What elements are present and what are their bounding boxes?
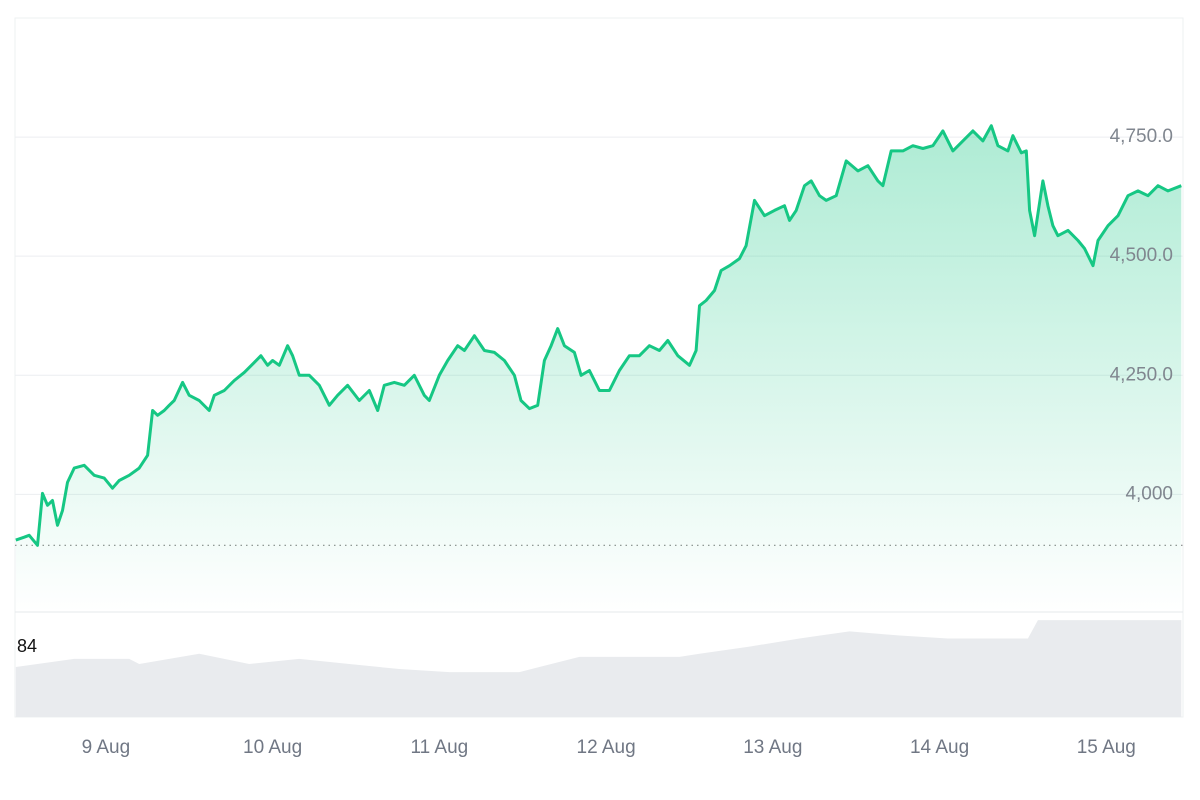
- x-tick-label: 13 Aug: [743, 737, 802, 758]
- labels: 4,000 4,250.0 4,500.0 4,750.0 9 Aug 10 Aug 11 …: [82, 126, 1173, 758]
- price-area: [15, 125, 1182, 612]
- volume-panel: 84: [15, 620, 1182, 717]
- y-tick-label: 4,250.0: [1110, 364, 1173, 385]
- volume-area: [15, 620, 1182, 717]
- x-tick-label: 10 Aug: [243, 737, 302, 758]
- x-tick-label: 12 Aug: [577, 737, 636, 758]
- y-tick-label: 4,750.0: [1110, 126, 1173, 147]
- x-tick-label: 9 Aug: [82, 737, 131, 758]
- price-line: [15, 124, 1182, 547]
- y-tick-label: 4,500.0: [1110, 245, 1173, 266]
- volume-label: 84: [17, 636, 37, 656]
- x-tick-label: 11 Aug: [410, 737, 468, 758]
- x-tick-label: 14 Aug: [910, 737, 969, 758]
- price-panel: [15, 124, 1183, 612]
- x-tick-label: 15 Aug: [1077, 737, 1136, 758]
- y-tick-label: 4,000: [1125, 483, 1173, 504]
